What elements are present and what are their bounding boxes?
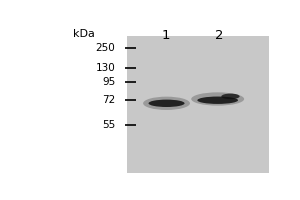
Ellipse shape xyxy=(148,100,184,107)
Text: 72: 72 xyxy=(102,95,116,105)
Ellipse shape xyxy=(197,97,238,104)
Text: 95: 95 xyxy=(102,77,116,87)
Text: kDa: kDa xyxy=(73,29,95,39)
Ellipse shape xyxy=(143,97,190,110)
Bar xyxy=(127,36,269,173)
Text: 55: 55 xyxy=(102,120,116,130)
Ellipse shape xyxy=(221,94,240,99)
Text: 1: 1 xyxy=(161,29,170,42)
Ellipse shape xyxy=(191,92,244,106)
Text: 250: 250 xyxy=(96,43,116,53)
Text: 2: 2 xyxy=(214,29,223,42)
Text: 130: 130 xyxy=(96,63,116,73)
